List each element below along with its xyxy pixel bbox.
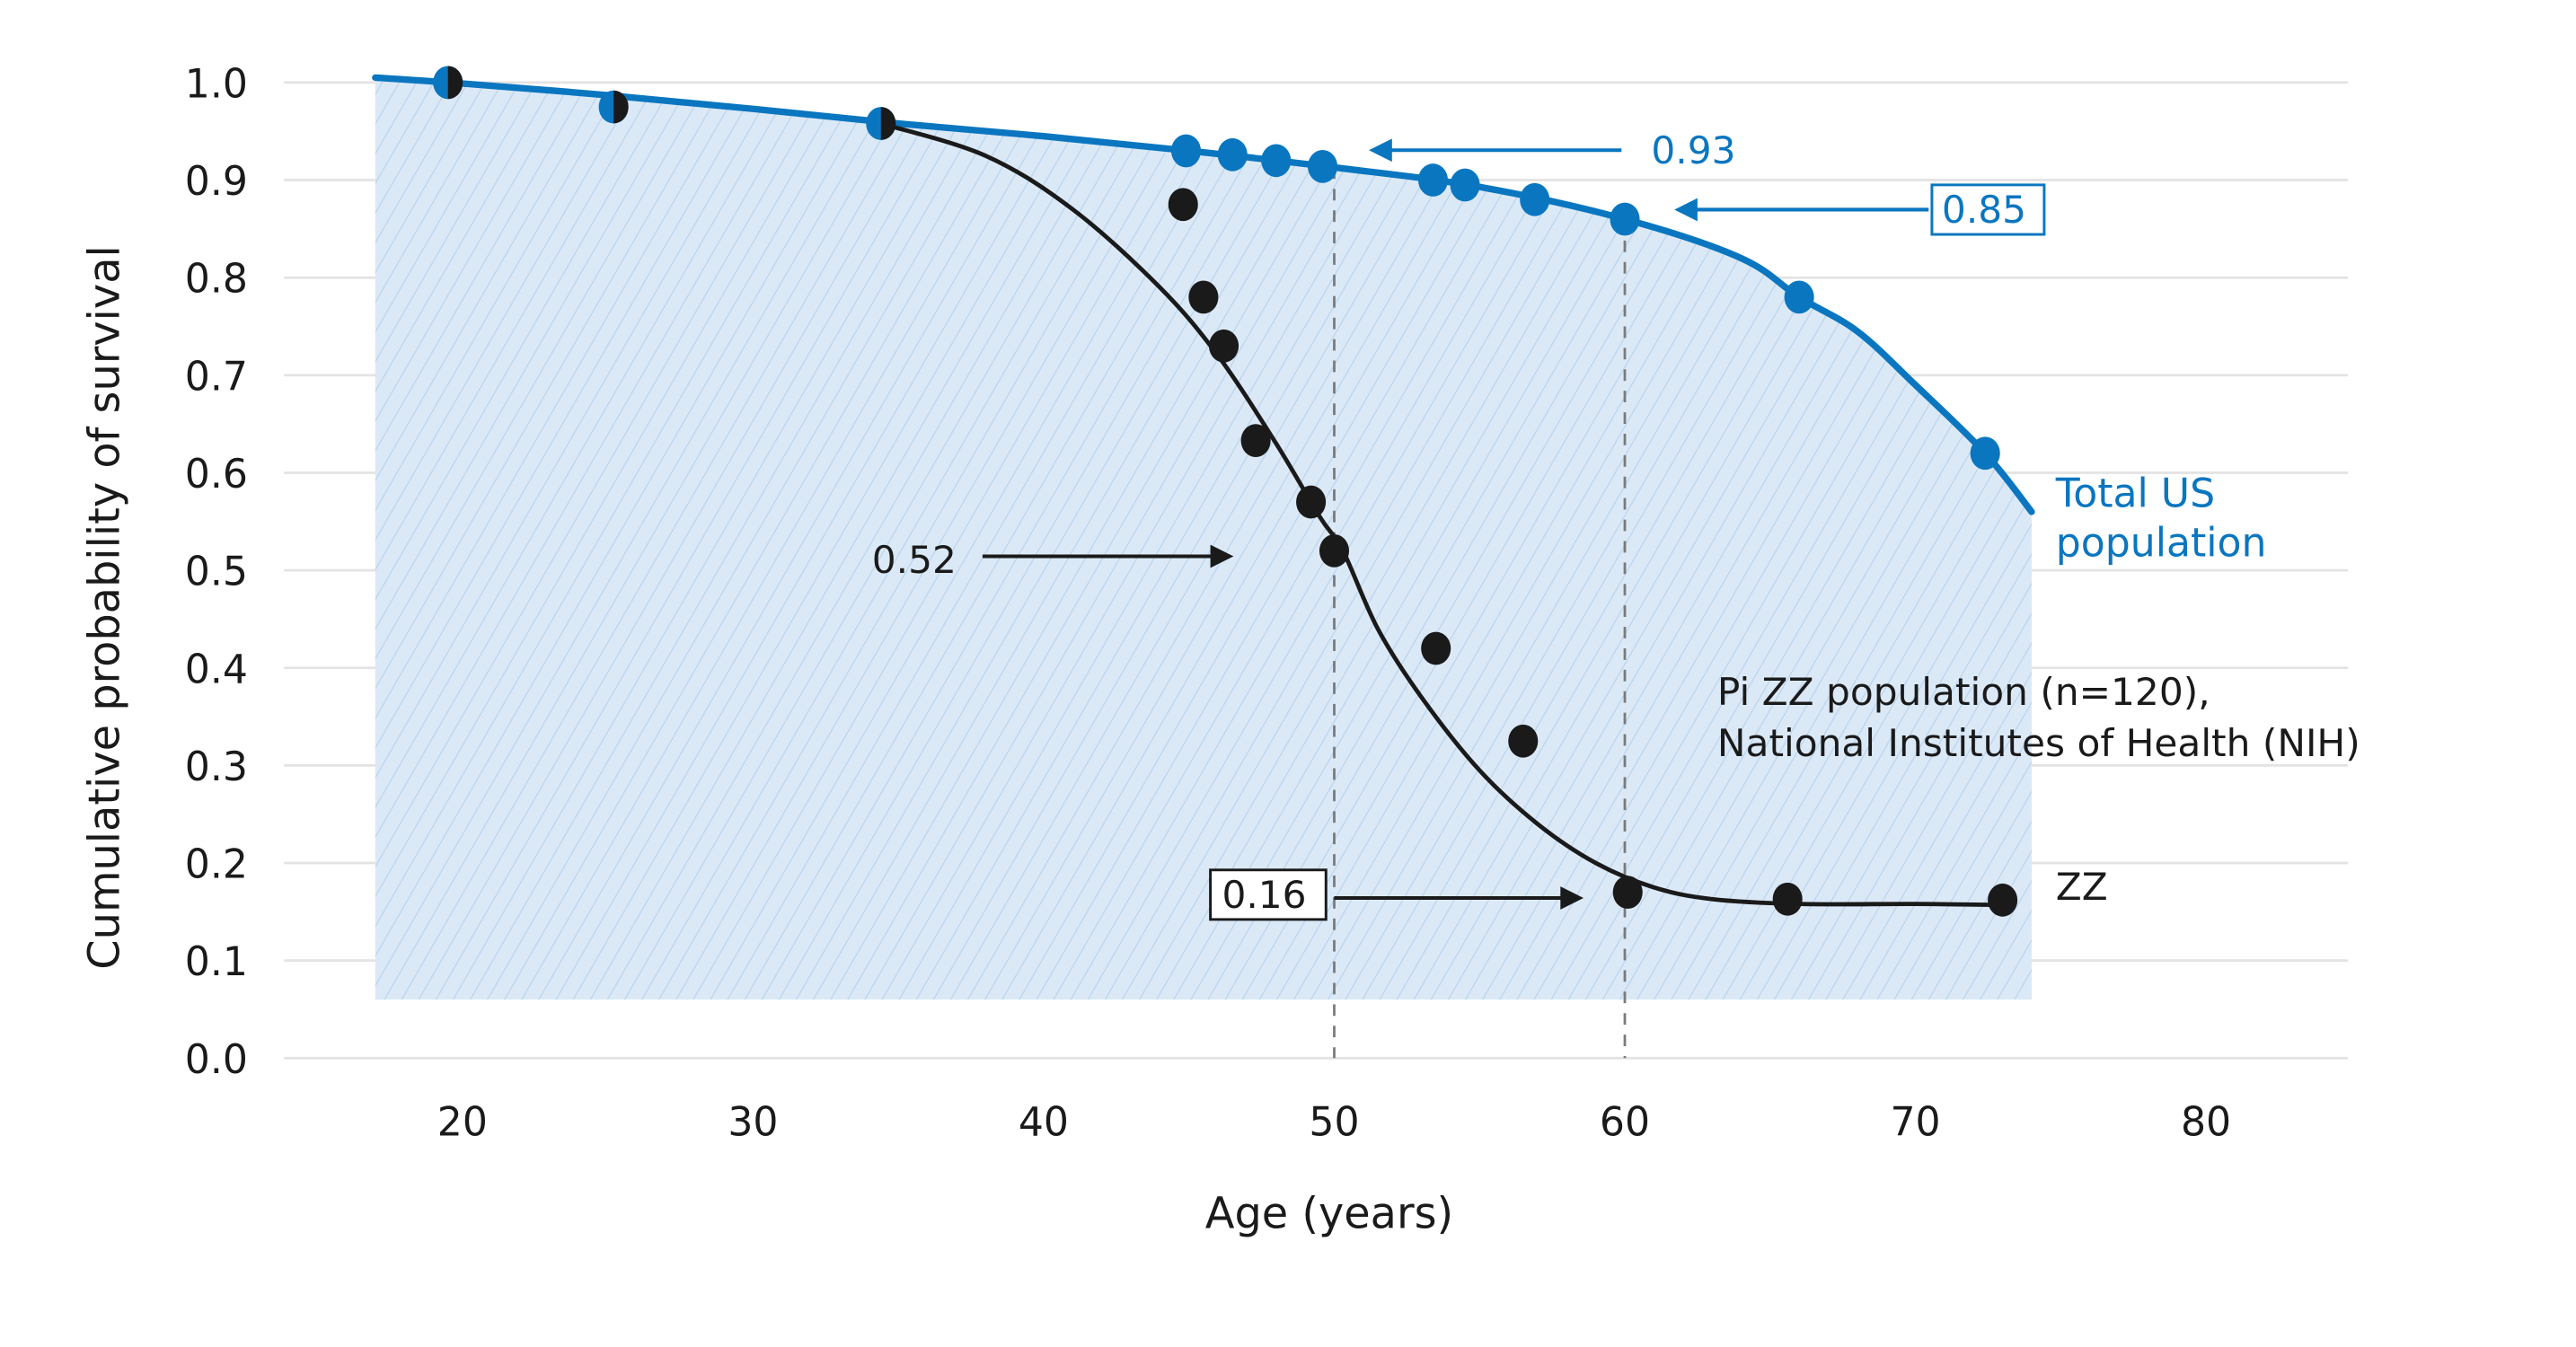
y-tick-label: 0.2 <box>185 842 248 888</box>
annotation-085: 0.85 <box>1674 183 2046 236</box>
us-data-point <box>1417 163 1449 197</box>
x-tick-label: 80 <box>2181 1100 2231 1146</box>
zz-data-point <box>1188 280 1219 314</box>
zz-data-point <box>1208 329 1239 363</box>
zz-data-point <box>1508 724 1539 758</box>
shared-data-point-half <box>880 107 896 140</box>
zz-data-point <box>1296 485 1327 519</box>
us-data-point <box>1520 182 1550 216</box>
y-tick-label: 0.3 <box>185 744 248 790</box>
us-data-point <box>1610 202 1640 236</box>
zz-data-point <box>1421 631 1451 665</box>
annotation-label: 0.85 <box>1942 188 2026 232</box>
y-tick-label: 0.6 <box>185 452 248 497</box>
y-tick-label: 0.9 <box>185 159 248 205</box>
arrow-right-icon <box>1560 886 1584 910</box>
source-line1: Pi ZZ population (n=120), <box>1717 670 2210 714</box>
y-tick-label: 0.4 <box>185 647 248 692</box>
y-axis-ticks: 0.0 0.1 0.2 0.3 0.4 0.5 0.6 0.7 0.8 0.9 1.0 <box>185 61 248 1082</box>
zz-data-point <box>1319 534 1350 568</box>
y-tick-label: 0.5 <box>185 550 248 595</box>
x-tick-label: 60 <box>1600 1100 1650 1146</box>
zz-data-point <box>1988 883 2018 917</box>
y-tick-label: 0.0 <box>185 1037 248 1083</box>
x-tick-label: 50 <box>1309 1100 1359 1146</box>
shared-data-point-half <box>447 66 463 100</box>
x-tick-label: 40 <box>1019 1100 1069 1146</box>
us-data-point <box>1261 144 1292 178</box>
annotation-label: 0.16 <box>1222 873 1306 917</box>
annotation-016: 0.16 <box>1209 868 1584 921</box>
us-data-point <box>1784 280 1814 314</box>
x-tick-label: 70 <box>1890 1100 1940 1146</box>
zz-data-point <box>1772 882 1803 916</box>
zz-data-point <box>1168 188 1198 222</box>
y-axis-label: Cumulative probability of survival <box>81 245 130 969</box>
legend-us-line1: Total US <box>2055 471 2215 516</box>
y-tick-label: 0.7 <box>185 354 248 400</box>
legend-us-line2: population <box>2056 520 2267 566</box>
us-data-point <box>1450 168 1480 202</box>
x-axis-ticks: 20 30 40 50 60 70 80 <box>437 1100 2231 1146</box>
x-tick-label: 20 <box>437 1100 488 1146</box>
x-axis-label: Age (years) <box>1205 1190 1453 1239</box>
y-tick-label: 1.0 <box>185 61 248 107</box>
zz-data-point <box>1240 424 1271 458</box>
us-data-point <box>1970 436 2000 471</box>
x-tick-label: 30 <box>728 1100 778 1146</box>
arrow-right-icon <box>1210 544 1234 568</box>
zz-curve <box>878 121 2005 908</box>
data-points <box>433 66 2018 917</box>
legend-zz: ZZ <box>2056 865 2108 909</box>
shared-data-point-half <box>613 90 629 124</box>
us-data-point <box>1307 149 1338 183</box>
shaded-region <box>375 77 2032 1000</box>
y-tick-label: 0.8 <box>185 257 248 303</box>
us-data-point <box>1170 134 1202 168</box>
annotation-052: 0.52 <box>872 538 1234 582</box>
annotation-label: 0.93 <box>1651 128 1735 172</box>
annotation-label: 0.52 <box>872 538 957 582</box>
source-line2: National Institutes of Health (NIH) <box>1717 721 2360 765</box>
zz-data-point <box>1612 876 1643 910</box>
arrow-left-icon <box>1674 198 1698 222</box>
us-data-point <box>1217 137 1248 172</box>
annotation-093: 0.93 <box>1369 128 1736 172</box>
arrow-left-icon <box>1369 138 1392 163</box>
y-tick-label: 0.1 <box>185 939 248 985</box>
reference-lines <box>1333 167 1627 1059</box>
